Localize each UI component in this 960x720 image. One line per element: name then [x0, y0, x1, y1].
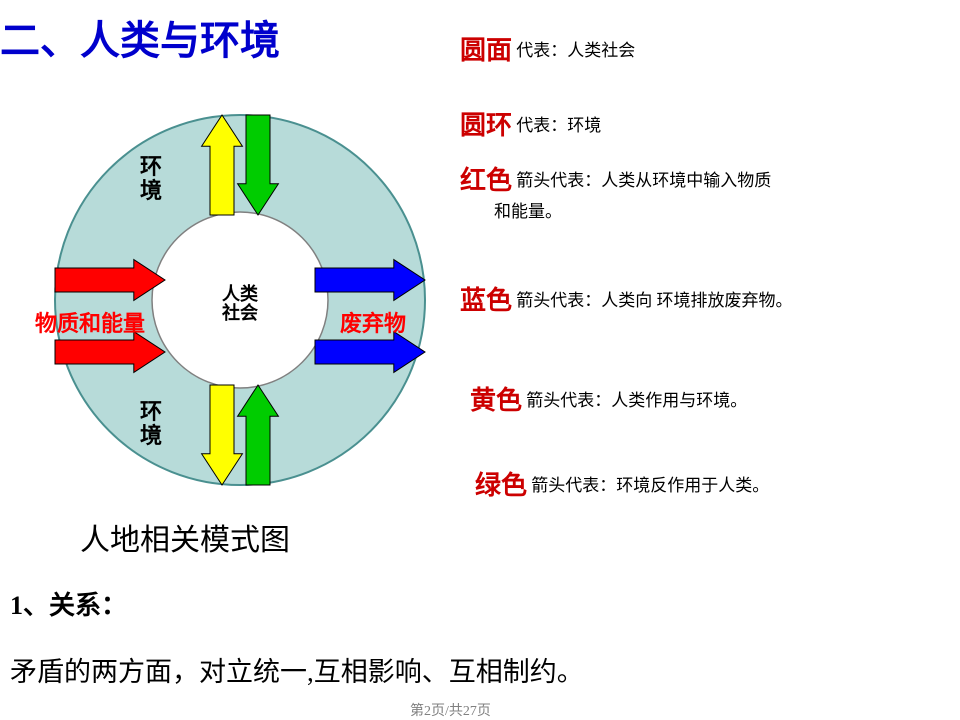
body-text: 矛盾的两方面，对立统一,互相影响、互相制约。 [10, 650, 584, 689]
legend-key: 黄色 [470, 380, 522, 417]
diagram-label: 环 境 [140, 155, 162, 203]
legend-key: 红色 [460, 160, 512, 197]
diagram-caption: 人地相关模式图 [80, 515, 290, 559]
page-title: 二、人类与环境 [0, 8, 280, 66]
diagram-label: 人类 社会 [222, 285, 258, 323]
legend-item-0: 圆面 代表：人类社会 [460, 30, 635, 67]
legend-key: 圆面 [460, 30, 512, 67]
legend-item-1: 圆环 代表：环境 [460, 105, 601, 142]
legend-item-2: 红色 箭头代表：人类从环境中输入物质 和能量。 [460, 160, 771, 222]
legend-item-5: 绿色 箭头代表：环境反作用于人类。 [475, 465, 769, 502]
legend-desc: 箭头代表：人类作用与环境。 [522, 391, 747, 410]
legend-desc: 代表：人类社会 [512, 41, 635, 60]
legend-item-3: 蓝色 箭头代表：人类向 环境排放废弃物。 [460, 280, 793, 317]
diagram-label: 环 境 [140, 400, 162, 448]
legend-key: 蓝色 [460, 280, 512, 317]
section-heading: 1、关系： [10, 585, 127, 622]
legend-desc: 代表：环境 [512, 116, 601, 135]
legend-key: 圆环 [460, 105, 512, 142]
page-number: 第2页/共27页 [410, 700, 491, 720]
diagram-label: 物质和能量 [35, 306, 145, 338]
legend-key: 绿色 [475, 465, 527, 502]
legend-desc: 箭头代表：环境反作用于人类。 [527, 476, 769, 495]
diagram-label: 废弃物 [340, 306, 406, 338]
legend-desc: 箭头代表：人类向 环境排放废弃物。 [512, 291, 793, 310]
legend-item-4: 黄色 箭头代表：人类作用与环境。 [470, 380, 747, 417]
